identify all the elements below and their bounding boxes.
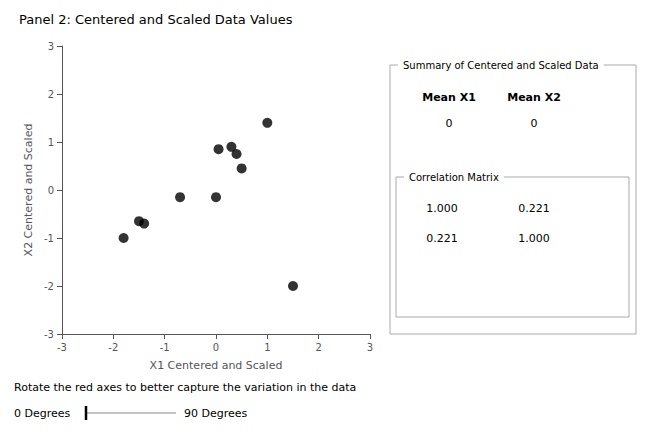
svg-text:-1: -1	[44, 233, 54, 244]
svg-text:-1: -1	[160, 342, 170, 353]
svg-text:-2: -2	[44, 281, 54, 292]
svg-text:2: 2	[315, 342, 321, 353]
svg-text:1: 1	[48, 137, 54, 148]
svg-text:Rotate the red axes to better: Rotate the red axes to better capture th…	[14, 381, 356, 394]
svg-text:-3: -3	[44, 329, 54, 340]
svg-text:0.221: 0.221	[518, 202, 550, 215]
svg-text:Correlation Matrix: Correlation Matrix	[409, 172, 499, 183]
svg-text:0.221: 0.221	[426, 232, 458, 245]
svg-text:-2: -2	[108, 342, 118, 353]
svg-text:1.000: 1.000	[518, 232, 550, 245]
svg-text:90 Degrees: 90 Degrees	[184, 407, 248, 420]
svg-text:0: 0	[446, 117, 453, 130]
svg-text:0: 0	[531, 117, 538, 130]
svg-text:X1 Centered and Scaled: X1 Centered and Scaled	[150, 359, 283, 372]
svg-text:Mean X1: Mean X1	[422, 91, 476, 104]
svg-text:3: 3	[48, 41, 54, 52]
svg-text:0: 0	[213, 342, 219, 353]
svg-text:Summary of Centered and Scaled: Summary of Centered and Scaled Data	[403, 60, 599, 71]
svg-text:Mean X2: Mean X2	[507, 91, 561, 104]
svg-text:2: 2	[48, 89, 54, 100]
svg-text:Panel 2: Centered and Scaled D: Panel 2: Centered and Scaled Data Values	[19, 12, 293, 27]
svg-text:0: 0	[48, 185, 54, 196]
svg-text:-3: -3	[57, 342, 67, 353]
svg-text:0 Degrees: 0 Degrees	[14, 407, 71, 420]
svg-text:X2 Centered and Scaled: X2 Centered and Scaled	[22, 124, 35, 257]
svg-text:3: 3	[367, 342, 373, 353]
svg-text:1.000: 1.000	[426, 202, 458, 215]
svg-text:1: 1	[264, 342, 270, 353]
